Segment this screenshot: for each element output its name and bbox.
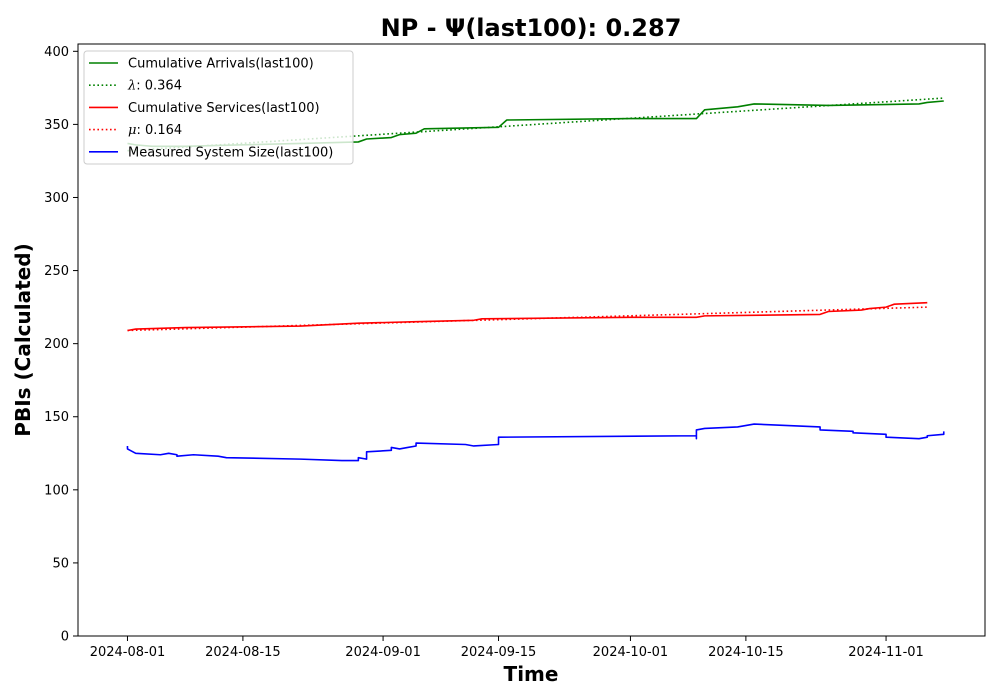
- legend-label: μ: 0.164: [128, 123, 182, 138]
- legend-label: Measured System Size(last100): [128, 145, 333, 160]
- y-tick-label: 150: [44, 410, 69, 425]
- legend-label: Cumulative Services(last100): [128, 101, 320, 116]
- axes: 2024-08-01 2024-08-15 2024-09-01 2024-09-15…: [44, 43, 986, 660]
- series-line-1: [127, 97, 944, 152]
- x-tick-label: 2024-08-01: [90, 645, 166, 660]
- y-tick-label: 100: [44, 483, 69, 498]
- series-line-4: [126, 423, 945, 462]
- x-tick-label: 2024-10-01: [593, 645, 669, 660]
- legend: Cumulative Arrivals(last100) λ: 0.364 Cumu…: [83, 50, 354, 165]
- y-tick-label: 400: [44, 45, 69, 60]
- series-line-3: [127, 306, 928, 332]
- y-tick-label: 0: [61, 630, 69, 645]
- x-tick-label: 2024-09-01: [345, 645, 421, 660]
- plot-area: [126, 97, 945, 462]
- legend-box: [83, 50, 354, 165]
- x-tick-label: 2024-09-15: [461, 645, 537, 660]
- legend-label: λ: 0.364: [127, 79, 182, 94]
- y-tick-label: 250: [44, 264, 69, 279]
- chart-title: NP - Ψ(last100): 0.287: [381, 14, 682, 42]
- y-tick-label: 50: [52, 556, 69, 571]
- y-tick-label: 300: [44, 191, 69, 206]
- x-tick-label: 2024-08-15: [205, 645, 281, 660]
- x-axis-label: Time: [504, 662, 559, 686]
- x-tick-label: 2024-10-15: [708, 645, 784, 660]
- y-tick-label: 200: [44, 337, 69, 352]
- plot-frame: [77, 43, 986, 637]
- legend-label: Cumulative Arrivals(last100): [128, 57, 314, 72]
- series-line-2: [127, 301, 928, 332]
- x-tick-label: 2024-11-01: [848, 645, 924, 660]
- y-axis-label: PBIs (Calculated): [11, 243, 35, 436]
- y-tick-label: 350: [44, 118, 69, 133]
